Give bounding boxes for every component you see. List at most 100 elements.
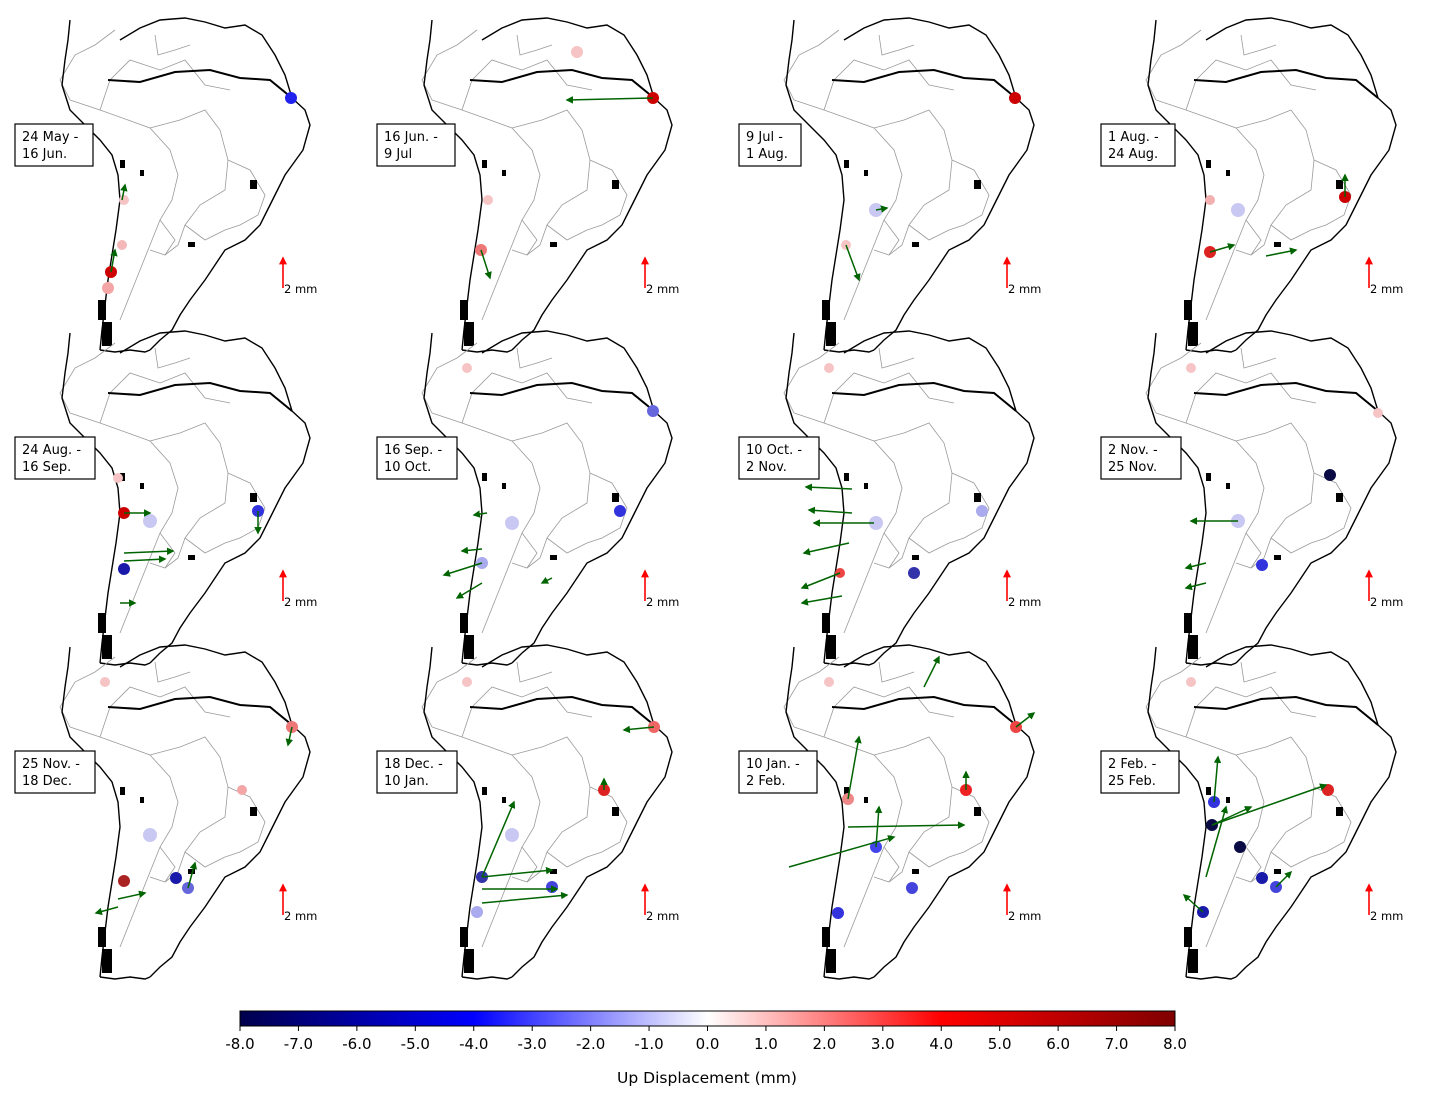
period-start: 10 Jan. - (746, 757, 800, 772)
gps-station-marker (117, 240, 127, 250)
panel-5: 24 Aug. - 16 Sep. 2 mm (14, 330, 317, 666)
gps-station-marker (1256, 872, 1268, 884)
colorbar-tick-label: 4.0 (929, 1035, 953, 1053)
colorbar-tick-label: -6.0 (342, 1035, 371, 1053)
period-label-box (376, 750, 458, 794)
scale-label: 2 mm (284, 282, 317, 296)
gps-station-marker (471, 906, 483, 918)
panel-6: 16 Sep. - 10 Oct. 2 mm (376, 330, 679, 666)
panel-3: 9 Jul - 1 Aug. 2 mm (738, 17, 1041, 353)
scale-label: 2 mm (646, 595, 679, 609)
panel-7: 10 Oct. - 2 Nov. 2 mm (738, 330, 1041, 666)
colorbar-tick-label: 2.0 (812, 1035, 836, 1053)
period-label-box (738, 436, 820, 480)
displacement-arrow (540, 576, 553, 584)
colorbar-tick-label: 7.0 (1105, 1035, 1129, 1053)
displacement-arrow (123, 555, 167, 564)
period-end: 16 Sep. (22, 460, 71, 475)
colorbar-tick-label: 0.0 (696, 1035, 720, 1053)
gps-station-marker (1324, 469, 1336, 481)
colorbar-tick-label: 8.0 (1163, 1035, 1187, 1053)
gps-station-marker (170, 872, 182, 884)
displacement-arrow (565, 96, 654, 104)
gps-station-marker (1256, 559, 1268, 571)
gps-station-marker (119, 195, 129, 205)
colorbar-tick-label: -8.0 (225, 1035, 254, 1053)
gps-station-marker (285, 92, 297, 104)
period-start: 1 Aug. - (1108, 130, 1159, 145)
scale-label: 2 mm (1008, 909, 1041, 923)
panel-10: 18 Dec. - 10 Jan. 2 mm (376, 644, 679, 980)
period-start: 18 Dec. - (384, 757, 443, 772)
displacement-arrow (1209, 243, 1236, 253)
period-start: 2 Nov. - (1108, 443, 1158, 458)
panel-12: 2 Feb. - 25 Feb. 2 mm (1100, 644, 1403, 980)
gps-station-marker (906, 882, 918, 894)
gps-station-marker (462, 677, 472, 687)
colorbar-tick-label: 1.0 (754, 1035, 778, 1053)
period-label-box (738, 750, 818, 794)
period-label-box (376, 123, 456, 167)
scale-label: 2 mm (1008, 595, 1041, 609)
gps-station-marker (118, 875, 130, 887)
gps-station-marker (143, 514, 157, 528)
gps-station-marker (113, 473, 123, 483)
displacement-arrow (1211, 806, 1253, 826)
displacement-arrow (800, 595, 843, 606)
colorbar-tick-label: -5.0 (401, 1035, 430, 1053)
colorbar-tick-label: -1.0 (634, 1035, 663, 1053)
period-label-box (14, 750, 96, 794)
period-start: 24 May - (22, 130, 79, 145)
displacement-arrow (1015, 712, 1036, 728)
colorbar: -8.0 -7.0 -6.0 -5.0 -4.0 -3.0 -2.0 -1.0 0.0 1.0 2.… (225, 1010, 1187, 1087)
gps-station-marker (1186, 363, 1196, 373)
gps-station-marker (824, 677, 834, 687)
period-label-box (1100, 436, 1182, 480)
gps-station-marker (614, 505, 626, 517)
scale-label: 2 mm (1370, 282, 1403, 296)
scale-label: 2 mm (1370, 909, 1403, 923)
gps-station-marker (505, 516, 519, 530)
period-label-box (14, 123, 94, 167)
gps-station-marker (647, 405, 659, 417)
displacement-arrow (1275, 870, 1293, 888)
displacement-arrow (1213, 755, 1222, 803)
gps-station-marker (1205, 195, 1215, 205)
period-end: 2 Feb. (746, 774, 786, 789)
period-start: 10 Oct. - (746, 443, 802, 458)
displacement-arrow (1211, 783, 1328, 826)
displacement-arrow (123, 547, 175, 555)
displacement-arrow (481, 866, 554, 878)
colorbar-title: Up Displacement (mm) (617, 1069, 797, 1087)
colorbar-tick-label: 5.0 (988, 1035, 1012, 1053)
period-end: 10 Jan. (384, 774, 429, 789)
period-label-box (1100, 123, 1176, 167)
displacement-arrow (1265, 247, 1298, 257)
period-start: 16 Sep. - (384, 443, 442, 458)
period-end: 10 Oct. (384, 460, 431, 475)
gps-station-marker (571, 46, 583, 58)
gps-station-marker (100, 677, 110, 687)
scale-label: 2 mm (284, 595, 317, 609)
period-end: 1 Aug. (746, 147, 788, 162)
panel-8: 2 Nov. - 25 Nov. 2 mm (1100, 330, 1403, 666)
colorbar-tick-label: -4.0 (459, 1035, 488, 1053)
displacement-arrow (807, 506, 853, 515)
period-start: 9 Jul - (746, 130, 783, 145)
gps-station-marker (143, 828, 157, 842)
displacement-arrow (481, 891, 569, 904)
colorbar-tick-label: 6.0 (1046, 1035, 1070, 1053)
displacement-arrow (1205, 805, 1228, 878)
displacement-arrow (187, 861, 197, 889)
period-start: 25 Nov. - (22, 757, 80, 772)
scale-label: 2 mm (1008, 282, 1041, 296)
displacement-arrow (847, 735, 862, 800)
displacement-arrow (847, 821, 966, 829)
displacement-arrow (442, 562, 483, 577)
gps-station-marker (1186, 677, 1196, 687)
period-label-box (376, 436, 458, 480)
displacement-arrow (94, 906, 119, 916)
colorbar-ticks: -8.0 -7.0 -6.0 -5.0 -4.0 -3.0 -2.0 -1.0 0.0 1.0 2.… (225, 1026, 1187, 1053)
displacement-arrow (481, 800, 516, 878)
